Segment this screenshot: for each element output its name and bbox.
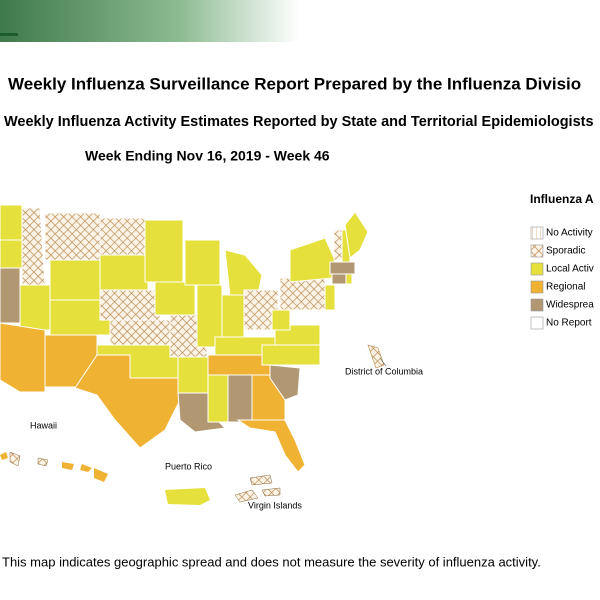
state <box>333 229 343 261</box>
legend-label: Local Activ <box>546 264 594 275</box>
map-label: Hawaii <box>30 420 57 430</box>
state <box>21 207 46 286</box>
state <box>49 259 101 301</box>
state <box>184 239 221 286</box>
state <box>99 254 149 291</box>
state <box>144 219 184 283</box>
state <box>271 309 291 331</box>
state <box>19 284 51 331</box>
state <box>261 344 321 366</box>
legend-swatch <box>530 262 544 276</box>
state <box>0 239 23 269</box>
island <box>37 457 49 467</box>
island <box>94 468 108 482</box>
legend-swatch <box>530 316 544 330</box>
state <box>44 212 101 261</box>
island <box>0 452 8 460</box>
state <box>74 354 181 449</box>
state <box>345 273 353 285</box>
leader-line <box>379 357 387 367</box>
footnote: This map indicates geographic spread and… <box>2 554 541 569</box>
state <box>224 249 263 296</box>
legend-swatch <box>530 226 544 240</box>
state <box>329 261 356 275</box>
dc-inset <box>367 344 385 369</box>
map-label: Virgin Islands <box>248 500 302 510</box>
legend-label: Regional <box>546 282 585 293</box>
state <box>227 374 253 423</box>
map-label: District of Columbia <box>345 366 423 376</box>
banner-accent <box>0 33 18 36</box>
legend-swatch <box>530 280 544 294</box>
us-map <box>0 204 387 505</box>
island <box>261 487 281 497</box>
island <box>234 489 259 503</box>
report-title: Weekly Influenza Surveillance Report Pre… <box>8 74 581 93</box>
report-subtitle: Weekly Influenza Activity Estimates Repo… <box>4 114 594 130</box>
legend-swatch <box>530 244 544 258</box>
legend-label: Sporadic <box>546 246 585 257</box>
state <box>109 319 171 346</box>
week-label: Week Ending Nov 16, 2019 - Week 46 <box>85 148 330 164</box>
state <box>221 294 245 338</box>
state <box>236 419 306 473</box>
state <box>207 374 229 423</box>
banner <box>0 0 300 42</box>
map-label: Puerto Rico <box>165 461 212 471</box>
state <box>279 277 326 311</box>
island <box>80 464 92 472</box>
state <box>99 217 146 256</box>
state <box>0 322 46 393</box>
legend-swatch <box>530 298 544 312</box>
island <box>62 462 74 470</box>
state <box>324 284 336 311</box>
state <box>0 204 23 241</box>
state <box>344 211 369 259</box>
state <box>99 289 161 321</box>
legend: Influenza A No Activity Sporadic Local A… <box>530 192 594 330</box>
island <box>9 451 21 467</box>
state <box>154 281 196 316</box>
legend-label: No Activity <box>546 228 593 239</box>
state <box>289 237 336 283</box>
legend-label: No Report <box>546 318 592 329</box>
state <box>0 267 21 324</box>
state <box>177 356 209 394</box>
state <box>331 273 347 285</box>
legend-label: Widesprea <box>546 300 594 311</box>
island <box>249 474 273 486</box>
puerto-rico-shape <box>165 488 210 505</box>
legend-title: Influenza A <box>530 192 594 206</box>
state <box>269 364 301 401</box>
